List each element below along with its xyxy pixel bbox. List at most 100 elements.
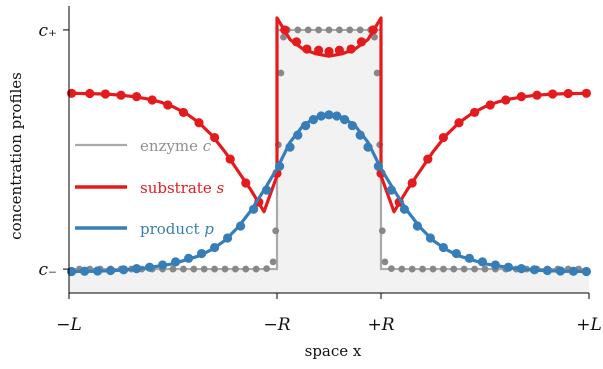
enzyme-point: [378, 227, 386, 235]
product-point: [503, 262, 513, 272]
enzyme-point: [269, 258, 277, 266]
enzyme-point: [272, 227, 280, 235]
substrate-point: [67, 88, 77, 98]
enzyme-point: [471, 265, 478, 273]
substrate-point: [241, 178, 251, 188]
substrate-point: [423, 154, 433, 164]
product-point: [581, 266, 592, 277]
axes: −L −R +R +L c₋ c₊: [39, 6, 602, 335]
substrate-point: [548, 89, 558, 99]
substrate-point: [368, 25, 378, 35]
product-point: [542, 265, 553, 276]
x-tick-label: −R: [263, 315, 290, 335]
product-point: [332, 111, 342, 121]
substrate-point: [563, 88, 573, 99]
substrate-point: [470, 107, 480, 118]
product-point: [425, 233, 435, 243]
enzyme-point: [252, 265, 260, 273]
product-point: [412, 221, 422, 231]
enzyme-point: [381, 258, 389, 266]
product-point: [197, 248, 207, 259]
product-point: [438, 242, 448, 253]
product-point: [80, 266, 90, 276]
product-point: [399, 204, 409, 214]
x-tick-label: −L: [56, 315, 82, 335]
enzyme-point: [180, 265, 187, 273]
substrate-point: [116, 90, 126, 100]
enzyme-point: [221, 265, 229, 273]
enzyme-point: [371, 33, 378, 41]
enzyme-point: [408, 265, 416, 273]
substrate-point: [291, 37, 302, 47]
substrate-point: [210, 132, 220, 143]
legend-label: enzyme c: [140, 137, 212, 155]
enzyme-point: [336, 26, 343, 34]
enzyme-point: [232, 265, 239, 273]
enzyme-point: [481, 265, 489, 273]
substrate-point: [334, 45, 344, 55]
substrate-point: [100, 89, 110, 99]
product-point: [555, 266, 566, 276]
product-point: [106, 265, 116, 276]
product-point: [275, 161, 285, 171]
substrate-point: [314, 45, 324, 55]
product-point: [67, 266, 77, 277]
substrate-point: [280, 25, 290, 35]
enzyme-point: [429, 265, 437, 273]
enzyme-point: [460, 265, 468, 273]
enzyme-point: [346, 26, 354, 34]
y-tick-label: c₊: [39, 21, 58, 41]
product-point: [363, 142, 373, 152]
product-point: [184, 253, 194, 263]
product-point: [171, 257, 181, 267]
substrate-point: [132, 92, 142, 102]
substrate-point: [225, 154, 235, 164]
y-tick-label: c₋: [39, 260, 58, 280]
enzyme-point: [325, 26, 333, 34]
substrate-point: [438, 132, 448, 143]
product-point: [132, 264, 142, 274]
substrate-point: [407, 178, 417, 188]
enzyme-point: [294, 26, 302, 34]
enzyme-point: [450, 265, 458, 273]
product-point: [293, 130, 303, 140]
enzyme-fill: [69, 29, 589, 294]
substrate-point: [532, 90, 542, 100]
enzyme-point: [211, 265, 219, 273]
y-axis-title: concentration profiles: [7, 72, 25, 240]
product-point: [316, 111, 326, 121]
enzyme-point: [419, 265, 426, 273]
product-point: [516, 264, 527, 274]
x-axis-title: space x: [305, 342, 362, 360]
enzyme-point: [242, 265, 250, 273]
legend: enzyme c substrate s product p: [75, 137, 224, 238]
plot-area: [67, 16, 592, 294]
substrate-point: [194, 118, 204, 128]
enzyme-point: [440, 265, 447, 273]
enzyme-point: [200, 265, 208, 273]
product-point: [373, 161, 383, 171]
substrate-point: [501, 95, 511, 105]
product-point: [451, 248, 461, 259]
product-point: [386, 185, 396, 195]
substrate-point: [147, 95, 157, 105]
enzyme-point: [169, 265, 177, 273]
product-point: [158, 260, 168, 270]
legend-label: product p: [140, 220, 214, 238]
product-point: [119, 265, 129, 275]
enzyme-point: [280, 33, 287, 41]
product-point: [464, 253, 474, 263]
product-point: [324, 110, 334, 120]
product-point: [477, 257, 487, 267]
product-point: [210, 242, 220, 253]
enzyme-point: [388, 265, 395, 273]
product-point: [490, 260, 500, 270]
product-point: [340, 115, 350, 125]
enzyme-point: [398, 265, 406, 273]
enzyme-point: [263, 265, 270, 273]
product-point: [249, 204, 259, 214]
enzyme-point: [315, 26, 322, 34]
product-point: [301, 120, 311, 131]
substrate-point: [178, 107, 188, 118]
